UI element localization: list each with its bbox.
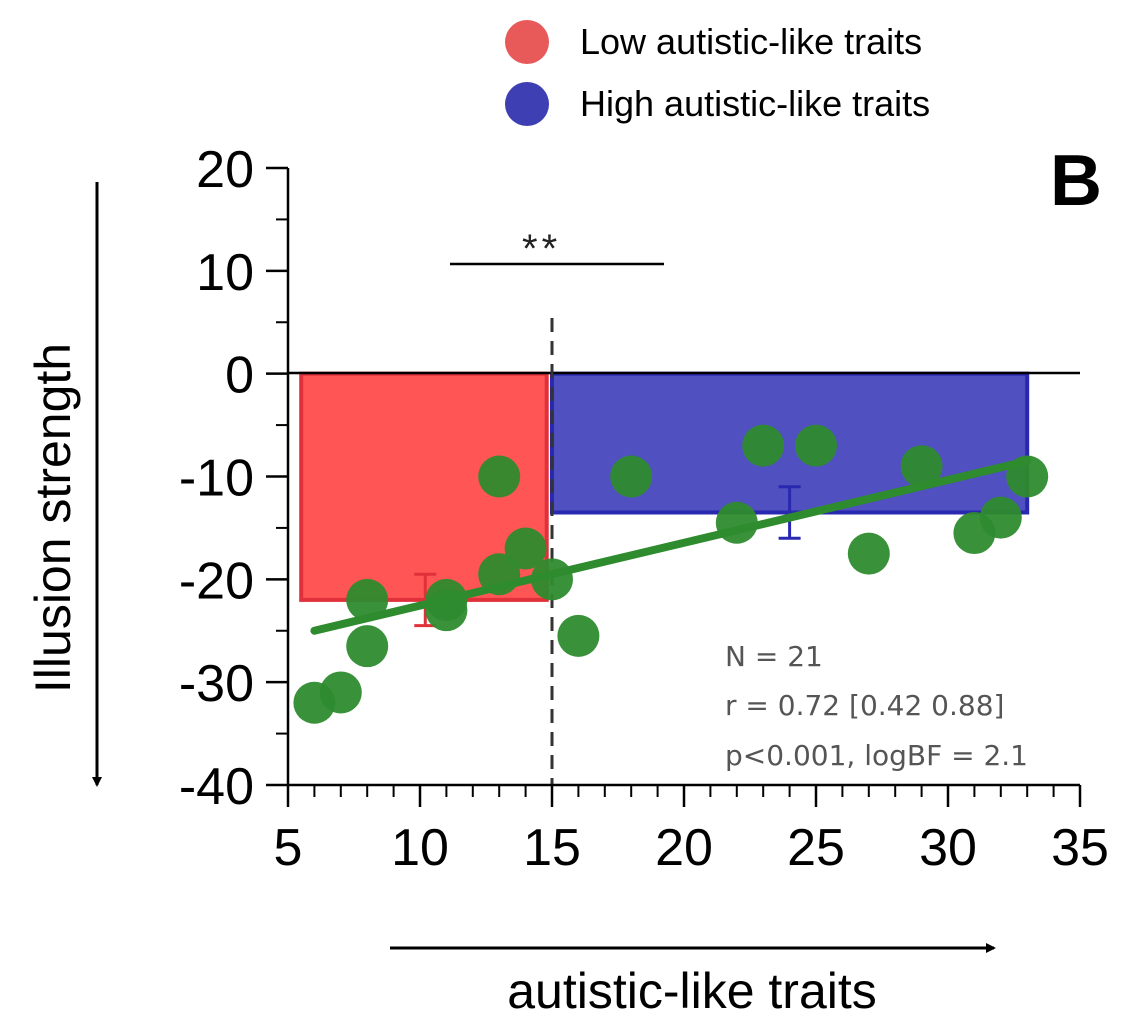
scatter-point-13 — [715, 501, 758, 544]
scatter-point-11 — [557, 614, 600, 657]
scatter-point-15 — [795, 424, 837, 467]
y-tick-label: -40 — [179, 758, 254, 816]
x-tick-label: 5 — [274, 819, 303, 877]
legend-label-low: Low autistic-like traits — [580, 21, 922, 62]
panel-label: B — [1050, 141, 1102, 221]
scatter-point-14 — [742, 424, 785, 467]
x-tick-label: 35 — [1051, 819, 1109, 877]
significance-label: ** — [522, 227, 561, 271]
stats-r: r = 0.72 [0.42 0.88] — [725, 689, 1004, 722]
x-tick-label: 15 — [523, 819, 581, 877]
stats-p: p<0.001, logBF = 2.1 — [725, 739, 1028, 772]
y-tick-label: 10 — [196, 244, 254, 302]
scatter-point-16 — [847, 532, 890, 575]
legend-label-high: High autistic-like traits — [580, 83, 930, 124]
x-tick-label: 30 — [919, 819, 977, 877]
y-axis-ticks: 20 10 0 -10 -20 -30 -40 — [179, 141, 288, 816]
scatter-point-10 — [531, 558, 573, 601]
scatter-point-8 — [478, 553, 521, 596]
x-axis-title: autistic-like traits — [507, 963, 877, 1019]
legend: Low autistic-like traits High autistic-l… — [505, 20, 930, 126]
scatter-point-4 — [346, 578, 389, 621]
x-tick-label: 20 — [655, 819, 713, 877]
legend-swatch-high — [505, 82, 549, 126]
scatter-point-2 — [319, 671, 362, 714]
scatter-point-9 — [504, 527, 547, 570]
y-tick-label: 20 — [196, 141, 254, 199]
scatter-point-12 — [610, 455, 653, 498]
scatter-points — [293, 424, 1049, 724]
scatter-point-7 — [478, 455, 521, 498]
x-tick-label: 10 — [391, 819, 449, 877]
error-bar-high — [778, 485, 801, 540]
y-tick-label: -10 — [179, 450, 254, 508]
legend-swatch-low — [505, 20, 549, 64]
bars-layer — [299, 371, 1030, 628]
x-axis-ticks: 5 10 15 20 25 30 35 — [274, 785, 1109, 877]
y-axis-title: Illusion strength — [25, 343, 81, 693]
scatter-point-6 — [425, 589, 468, 632]
scatter-point-17 — [900, 445, 943, 488]
y-tick-label: 0 — [225, 347, 254, 405]
x-tick-label: 25 — [787, 819, 845, 877]
y-tick-label: -20 — [179, 552, 254, 610]
scatter-point-19 — [979, 496, 1022, 539]
stats-n: N = 21 — [725, 640, 823, 673]
scatter-point-20 — [1006, 455, 1049, 498]
y-tick-label: -30 — [179, 655, 254, 713]
scatter-point-3 — [346, 625, 389, 668]
